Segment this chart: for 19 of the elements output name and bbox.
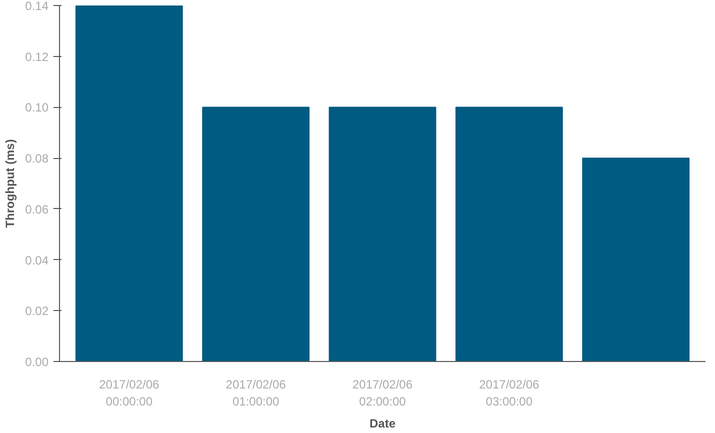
x-tick-label: 2017/02/06 00:00:00: [99, 378, 160, 408]
y-tick-label: 0.08: [25, 152, 49, 166]
y-tick-label: 0.00: [25, 355, 49, 369]
y-tick-label: 0.14: [25, 0, 49, 13]
y-tick-label: 0.12: [25, 50, 49, 64]
y-tick-label: 0.10: [25, 100, 49, 115]
bar: [202, 106, 310, 362]
x-tick-label: 2017/02/06 02:00:00: [352, 378, 413, 408]
y-tick-label: 0.04: [25, 253, 49, 268]
bar: [328, 106, 436, 362]
y-tick-label: 0.02: [25, 304, 49, 318]
x-axis-title: Date: [369, 416, 396, 430]
x-tick-label: 2017/02/06 03:00:00: [479, 378, 540, 408]
bar: [582, 158, 690, 362]
bar: [75, 6, 183, 362]
x-tick-label: 2017/02/06 01:00:00: [226, 378, 286, 408]
bar: [455, 106, 563, 362]
y-tick-label: 0.06: [25, 202, 49, 216]
y-axis-title: Throghput (ms): [3, 139, 18, 228]
